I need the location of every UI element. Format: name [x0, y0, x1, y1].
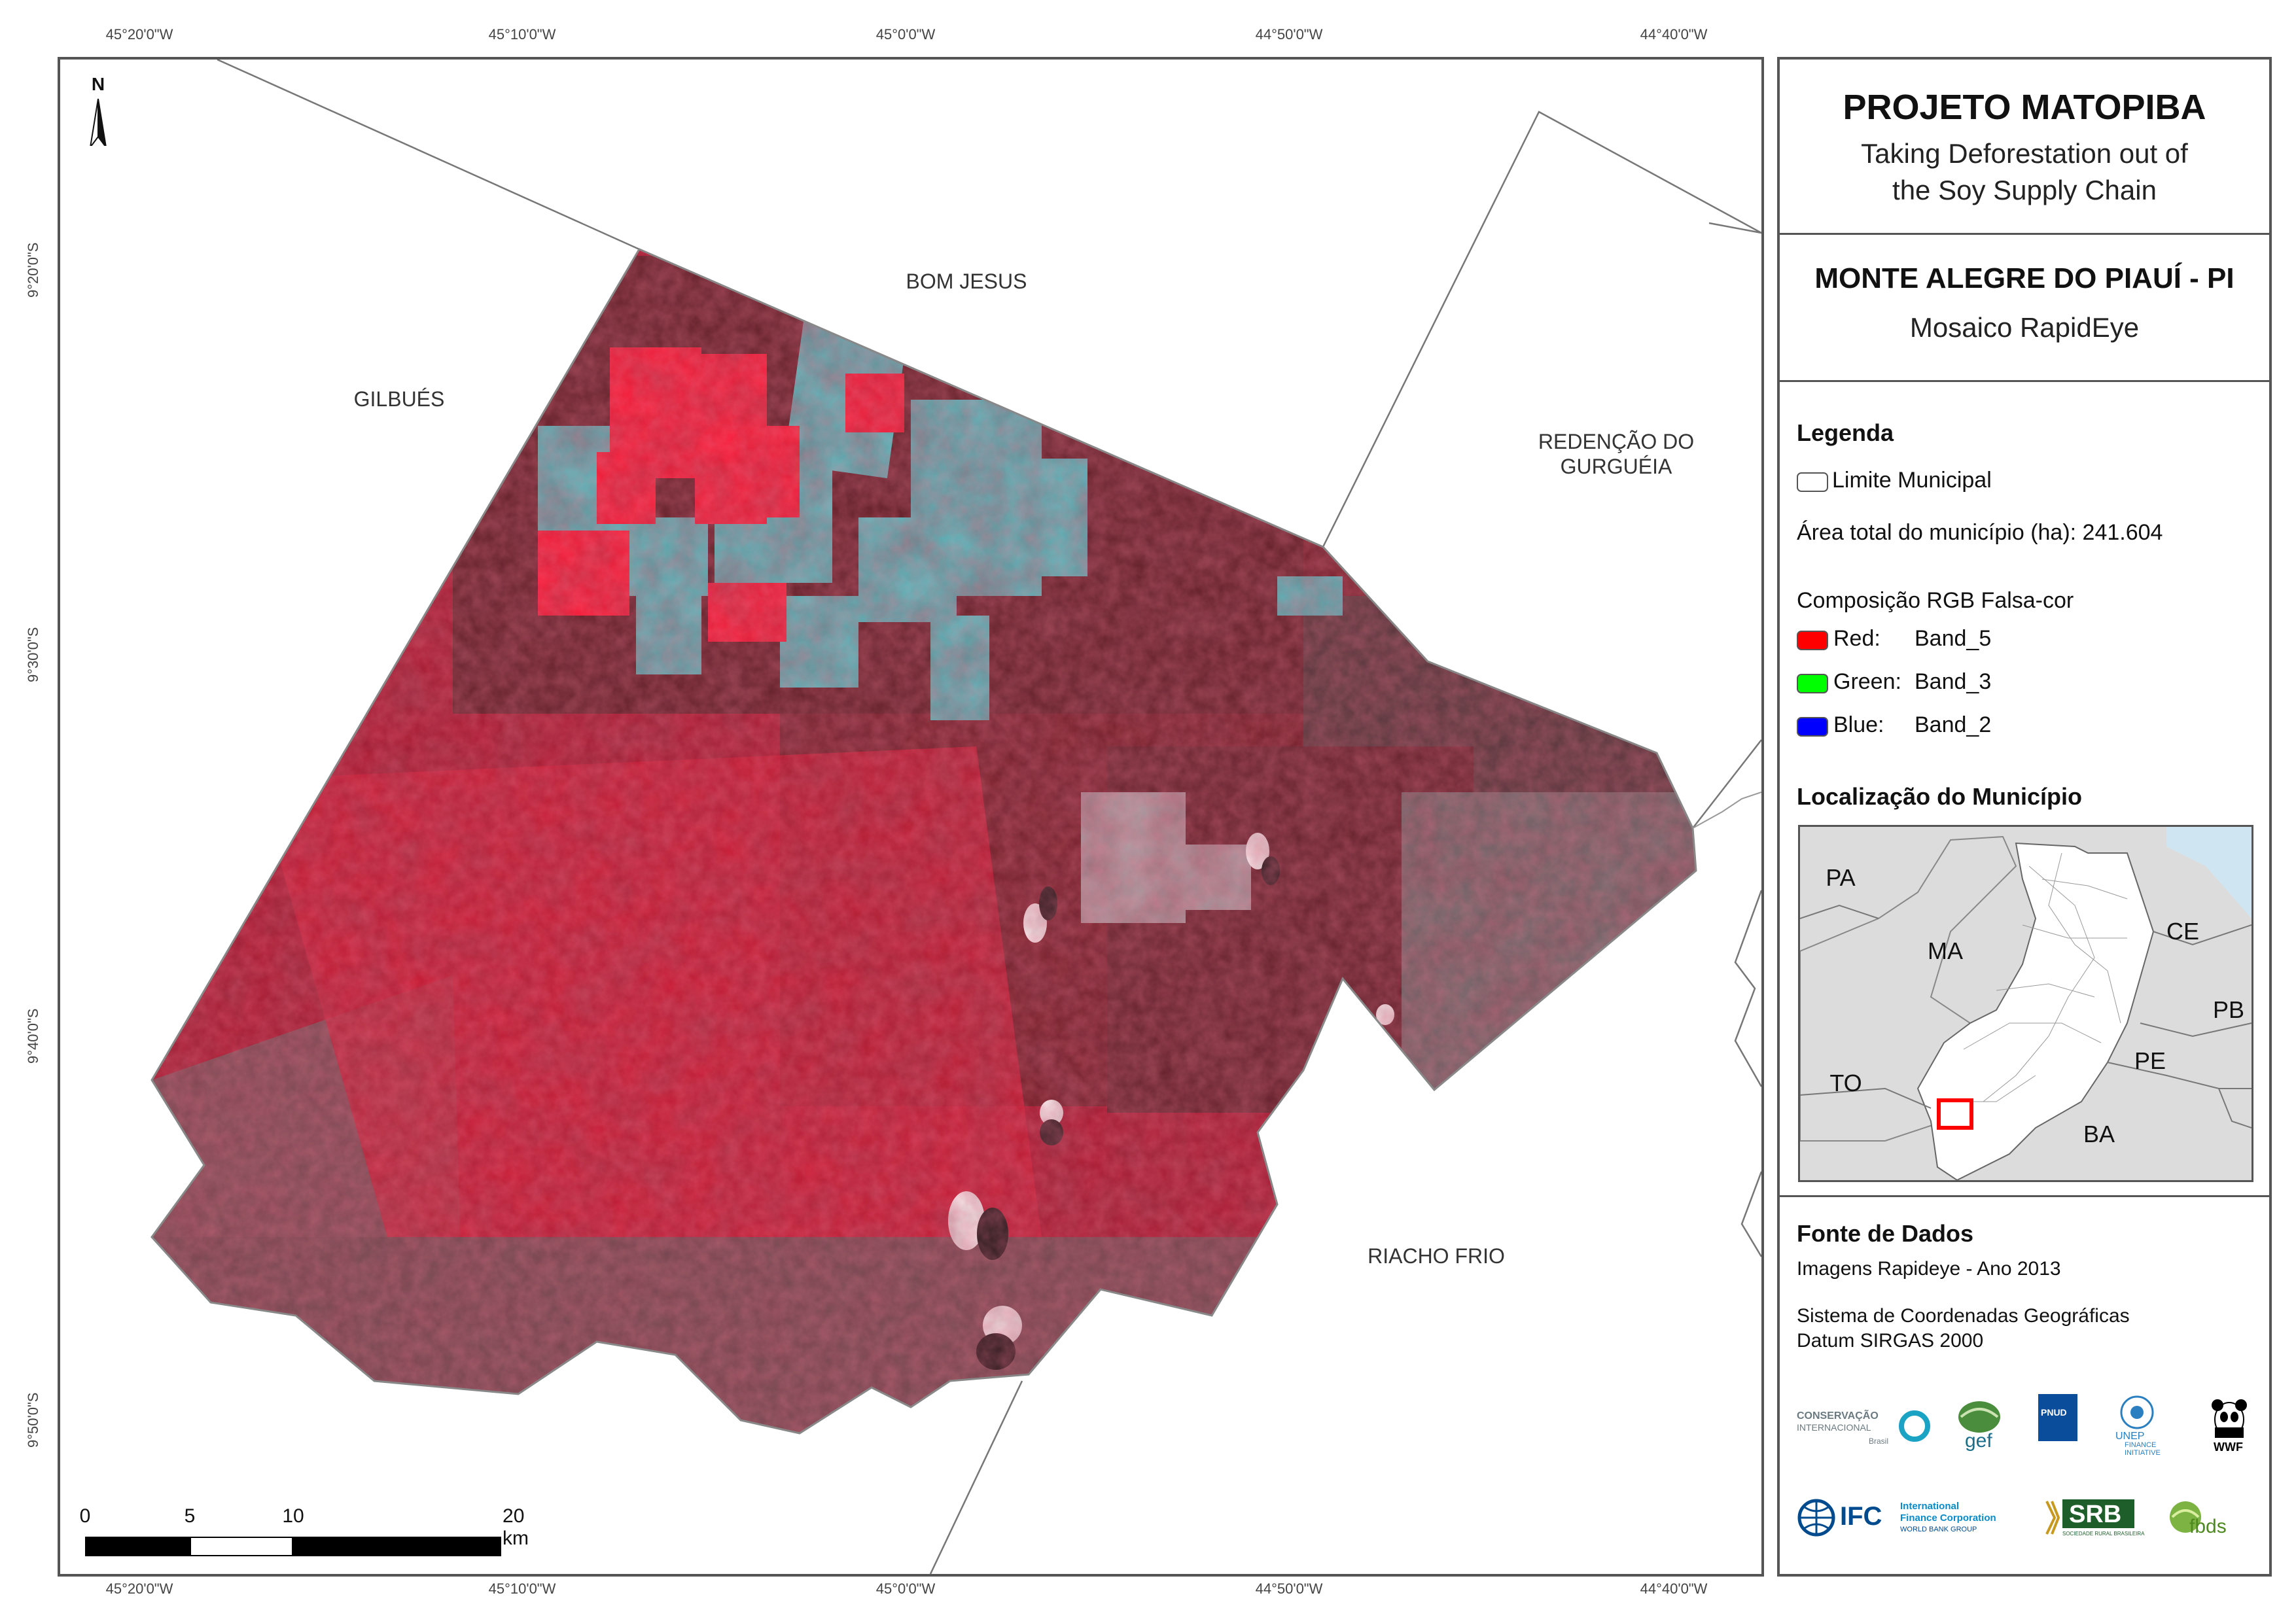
- wheat-icon: [2045, 1501, 2060, 1535]
- inset-label-pa: PA: [1826, 864, 1856, 891]
- longitude-label-bottom: 45°10'0"W: [488, 1580, 556, 1597]
- pnud-logo: PNUD: [2038, 1394, 2084, 1459]
- municipality-highlight: [1937, 1098, 1973, 1130]
- limit-swatch: [1797, 472, 1828, 492]
- latitude-label: 9°50'0"S: [25, 1392, 41, 1448]
- longitude-label-top: 44°40'0"W: [1640, 26, 1708, 43]
- scale-label: 5: [184, 1505, 196, 1527]
- gef-logo: gef: [1953, 1397, 2012, 1456]
- unep-fi-logo: UNEP FINANCE INITIATIVE: [2110, 1394, 2176, 1459]
- latitude-label: 9°30'0"S: [25, 627, 41, 682]
- band-channel: Blue:: [1833, 712, 1884, 737]
- divider: [1780, 1195, 2269, 1197]
- band-channel: Green:: [1833, 669, 1901, 694]
- scale-label: 20 km: [503, 1505, 529, 1549]
- fbds-leaf-icon: [2170, 1501, 2201, 1533]
- north-arrow: N: [79, 74, 118, 146]
- inset-label-pb: PB: [2212, 996, 2245, 1023]
- blue-band-swatch: [1797, 717, 1828, 737]
- ifc-globe-icon: [1797, 1499, 1835, 1537]
- longitude-label-top: 44°50'0"W: [1255, 26, 1323, 43]
- legend-heading: Legenda: [1797, 419, 1894, 446]
- scale-segment: [85, 1537, 190, 1556]
- latitude-label: 9°20'0"S: [25, 242, 41, 298]
- longitude-label-bottom: 44°50'0"W: [1255, 1580, 1323, 1597]
- ifc-logo: IFC International Finance Corporation WO…: [1797, 1495, 2026, 1541]
- band-name: Band_2: [1915, 712, 1992, 737]
- satellite-map[interactable]: [60, 60, 1761, 1574]
- source-line: Imagens Rapideye - Ano 2013: [1797, 1258, 2061, 1280]
- north-arrow-icon: [90, 98, 107, 146]
- unep-emblem-icon: [2120, 1395, 2154, 1429]
- municipality-title: MONTE ALEGRE DO PIAUÍ - PI: [1814, 262, 2234, 294]
- inset-label-ce: CE: [2166, 918, 2200, 945]
- location-heading: Localização do Município: [1797, 783, 2083, 810]
- neighbor-gilbues: GILBUÉS: [353, 387, 445, 411]
- project-title: PROJETO MATOPIBA: [1843, 88, 2206, 127]
- green-band-swatch: [1797, 674, 1828, 693]
- srb-logo: SRB SOCIEDADE RURAL BRASILEIRA: [2041, 1495, 2146, 1541]
- neighbor-bom-jesus: BOM JESUS: [906, 270, 1027, 293]
- inset-label-ma: MA: [1928, 937, 1963, 964]
- red-band-swatch: [1797, 631, 1828, 650]
- scale-segment: [190, 1537, 293, 1556]
- project-subtitle: Taking Deforestation out of: [1861, 138, 2188, 169]
- latitude-label: 9°40'0"S: [25, 1008, 41, 1064]
- scale-bar: 0 5 10 20 km: [80, 1505, 529, 1558]
- ci-circle-icon: [1899, 1410, 1930, 1442]
- longitude-label-top: 45°0'0"W: [875, 26, 936, 43]
- neighbor-riacho-frio: RIACHO FRIO: [1368, 1244, 1505, 1268]
- longitude-label-top: 45°20'0"W: [105, 26, 173, 43]
- scale-label: 10: [282, 1505, 304, 1527]
- piaui-state: [1916, 842, 2155, 1180]
- conservacao-internacional-logo: CONSERVAÇÃO INTERNACIONAL Brasil: [1797, 1404, 1934, 1456]
- scale-segment: [293, 1537, 501, 1556]
- band-channel: Red:: [1833, 626, 1881, 651]
- map-frame[interactable]: BOM JESUS GILBUÉS REDENÇÃO DO GURGUÉIA R…: [58, 57, 1764, 1577]
- project-subtitle: the Soy Supply Chain: [1892, 175, 2157, 205]
- band-name: Band_3: [1915, 669, 1992, 694]
- longitude-label-bottom: 45°0'0"W: [875, 1580, 936, 1597]
- gef-globe-icon: [1958, 1401, 2000, 1433]
- source-line: Sistema de Coordenadas Geográficas: [1797, 1305, 2130, 1327]
- legend-panel: PROJETO MATOPIBA Taking Deforestation ou…: [1777, 57, 2272, 1577]
- panda-icon: [2212, 1399, 2247, 1438]
- band-name: Band_5: [1915, 626, 1992, 651]
- wwf-logo: WWF: [2208, 1397, 2261, 1459]
- longitude-label-top: 45°10'0"W: [488, 26, 556, 43]
- neighbor-redencao-line2: GURGUÉIA: [1560, 455, 1672, 478]
- limit-label: Limite Municipal: [1832, 468, 1992, 493]
- location-inset-map[interactable]: PA MA CE PB PE TO BA: [1798, 825, 2253, 1182]
- inset-map: [1800, 827, 2252, 1180]
- scale-label: 0: [79, 1505, 91, 1527]
- inset-label-to: TO: [1829, 1070, 1862, 1096]
- longitude-label-bottom: 45°20'0"W: [105, 1580, 173, 1597]
- divider: [1780, 233, 2269, 235]
- divider: [1780, 380, 2269, 382]
- inset-label-ba: BA: [2083, 1121, 2115, 1147]
- municipal-boundaries: [217, 60, 1761, 1574]
- municipality-outline[interactable]: [150, 248, 1697, 1435]
- composition-heading: Composição RGB Falsa-cor: [1797, 588, 2074, 613]
- municipality-subtitle: Mosaico RapidEye: [1909, 312, 2140, 343]
- source-line: Datum SIRGAS 2000: [1797, 1330, 1984, 1352]
- fbds-logo: fbds: [2166, 1492, 2251, 1544]
- neighbor-redencao-line1: REDENÇÃO DO: [1538, 430, 1695, 453]
- source-heading: Fonte de Dados: [1797, 1220, 1974, 1247]
- area-label: Área total do município (ha): 241.604: [1797, 520, 2163, 545]
- longitude-label-bottom: 44°40'0"W: [1640, 1580, 1708, 1597]
- north-label: N: [91, 74, 105, 94]
- inset-label-pe: PE: [2134, 1047, 2166, 1074]
